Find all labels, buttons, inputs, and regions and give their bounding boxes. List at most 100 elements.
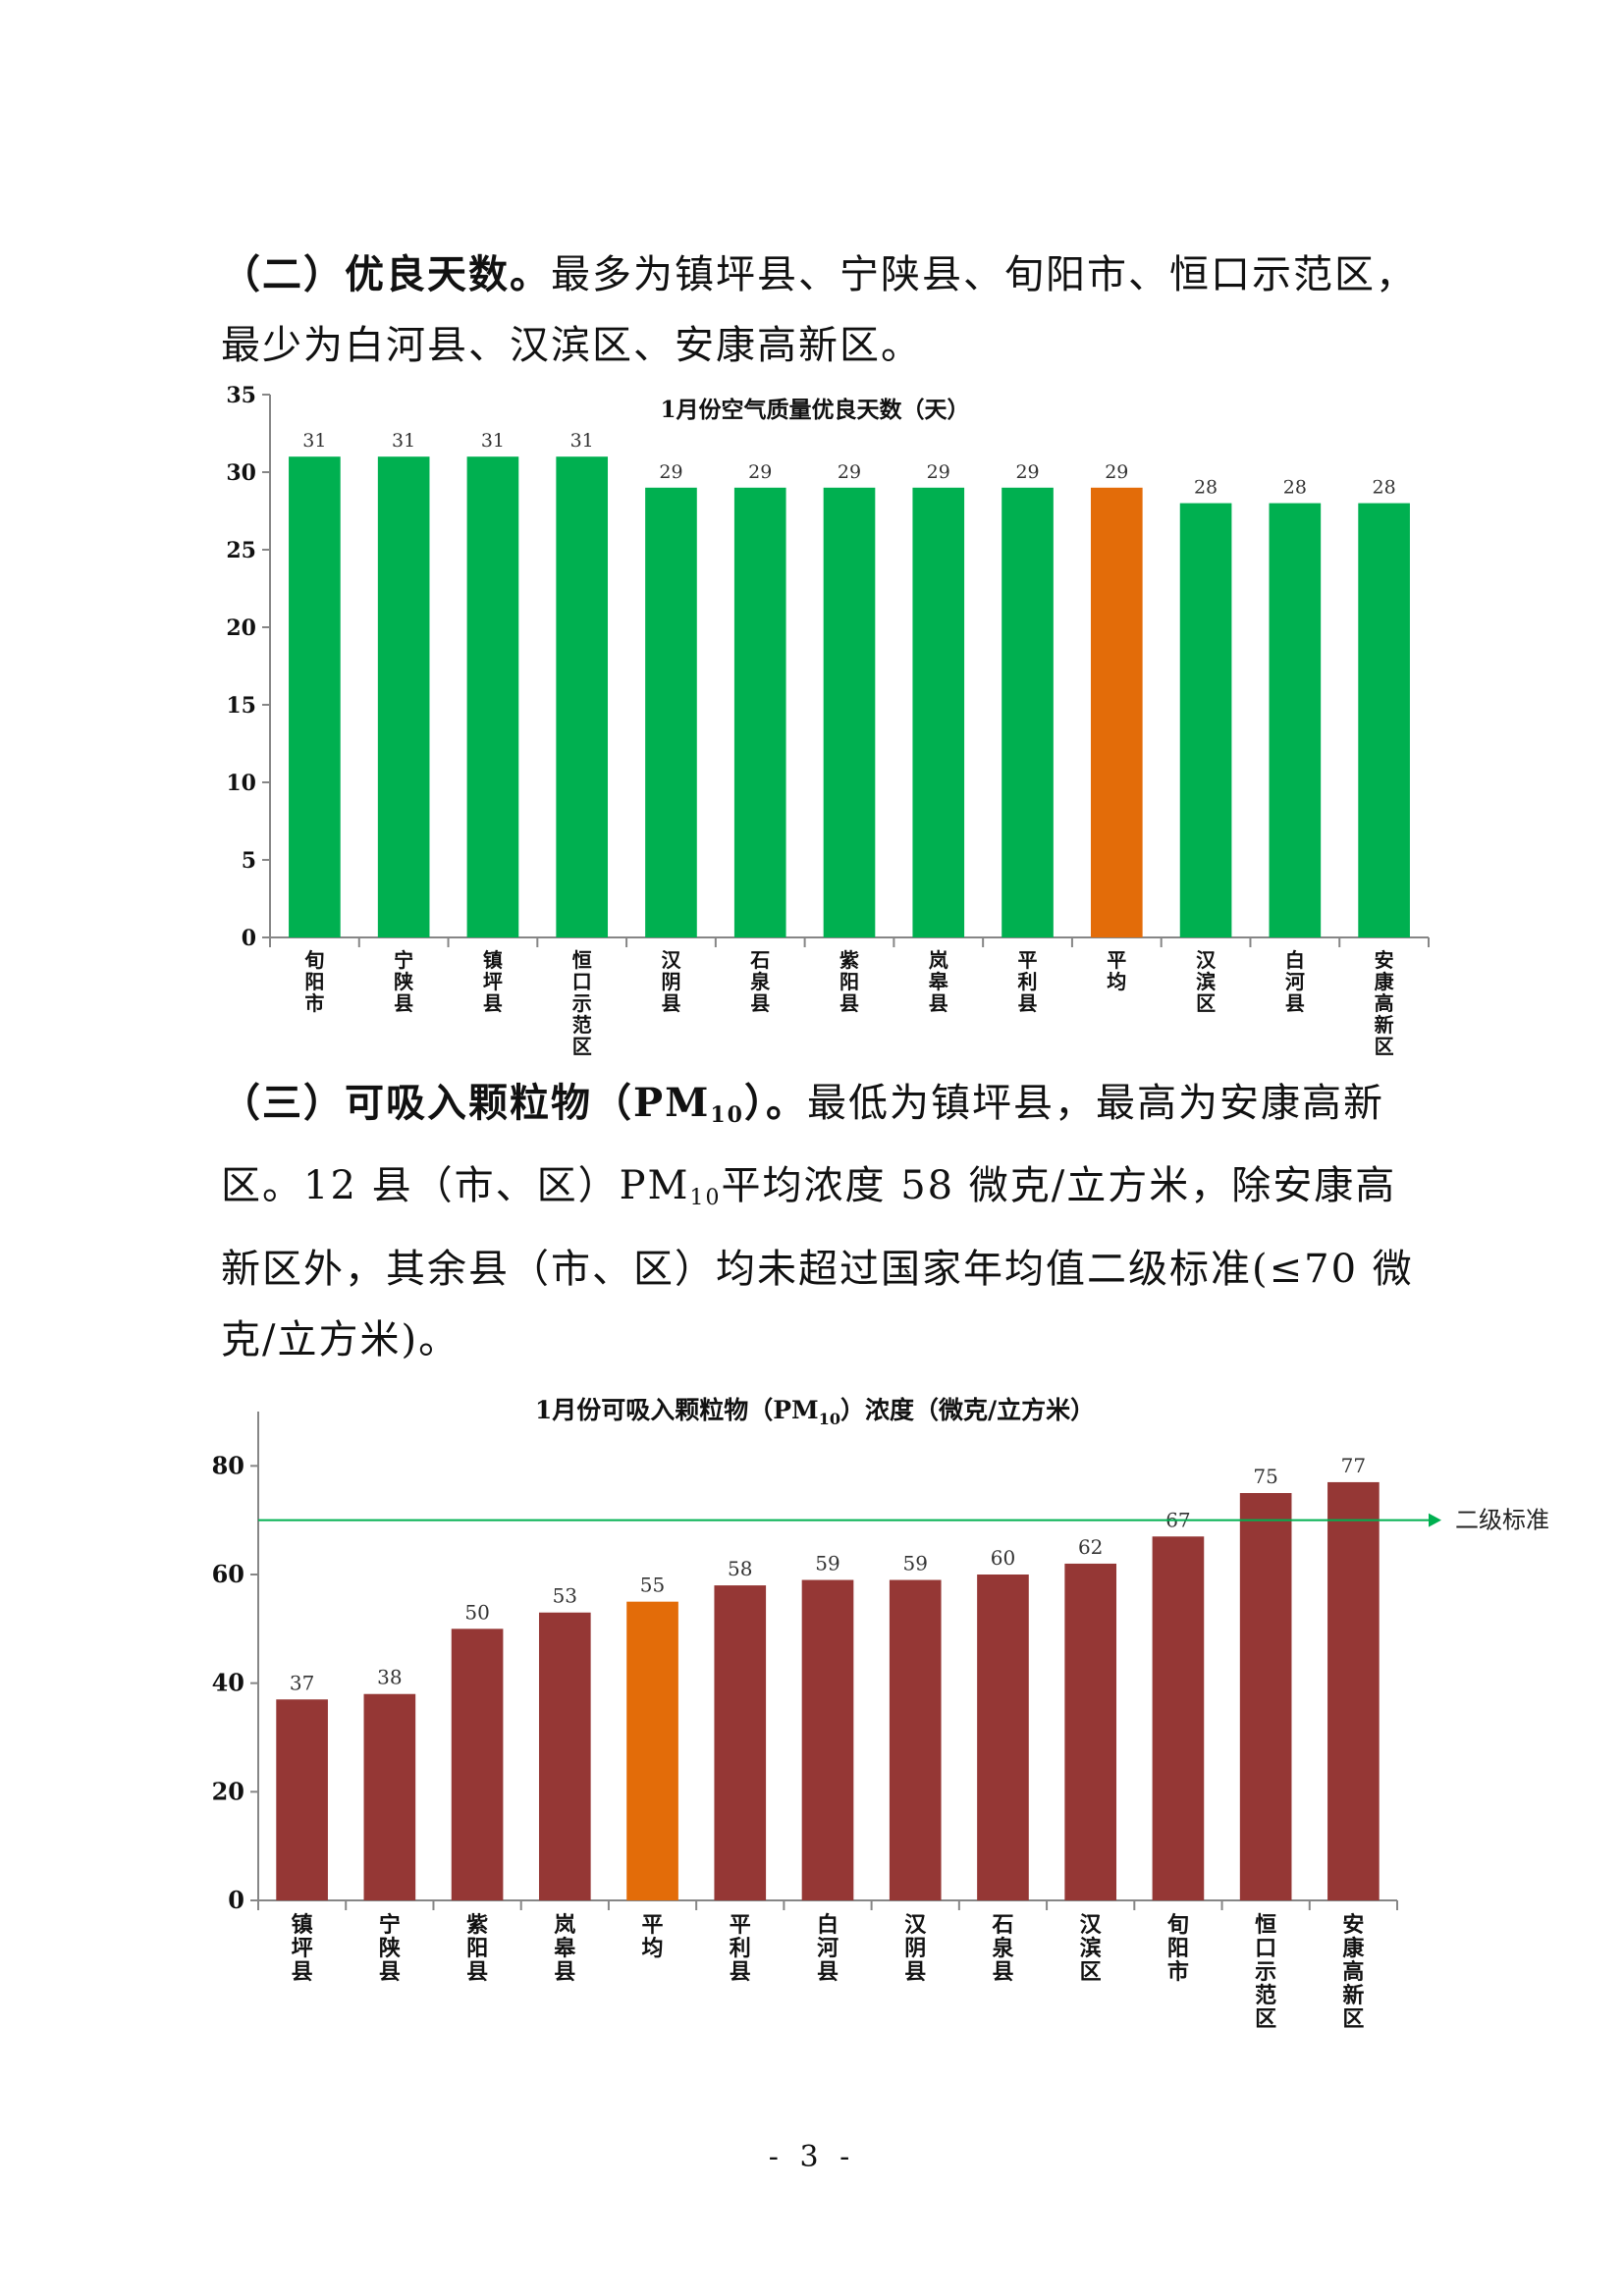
- y-tick-label: 35: [226, 383, 256, 408]
- y-tick-label: 0: [242, 926, 256, 951]
- data-label: 29: [838, 461, 861, 483]
- data-label: 28: [1283, 477, 1307, 499]
- x-tick-label: 紫阳县: [839, 948, 859, 1015]
- bar: [1327, 1481, 1380, 1900]
- section3-body: 最低为镇坪县，最高为安康高新区。12 县（市、区）PM10平均浓度 58 微克/…: [221, 1081, 1414, 1362]
- x-tick-label: 平利县: [730, 1912, 751, 1985]
- bar: [626, 1601, 678, 1900]
- good-days-chart: 0 5 10 15 20 25 30 35 31 旬阳市 31 宁陕县 31 镇坪县 31 恒口示范区 29 汉阴…: [226, 383, 1430, 1058]
- x-tick-label: 镇坪县: [292, 1912, 313, 1985]
- data-label: 31: [392, 430, 415, 452]
- x-tick-label: 汉阴县: [661, 948, 681, 1015]
- page-number: - 3 -: [768, 2140, 856, 2174]
- y-tick-label: 0: [228, 1886, 244, 1914]
- x-tick-label: 安康高新区: [1375, 948, 1395, 1058]
- data-label: 50: [464, 1600, 489, 1624]
- x-tick-label: 白河县: [817, 1912, 839, 1985]
- section3-heading: （三）可吸入颗粒物（PM10）。: [221, 1080, 807, 1128]
- x-tick-label: 汉滨区: [1196, 948, 1217, 1015]
- bar: [1269, 503, 1322, 937]
- data-label: 59: [815, 1552, 839, 1575]
- x-tick-label: 平均: [1107, 948, 1126, 993]
- data-label: 75: [1253, 1465, 1277, 1488]
- data-label: 53: [553, 1584, 577, 1608]
- bar: [1358, 503, 1410, 937]
- section3-paragraph: （三）可吸入颗粒物（PM10）。最低为镇坪县，最高为安康高新区。12 县（市、区…: [221, 1068, 1429, 1375]
- data-label: 29: [1015, 461, 1039, 483]
- chart-title: 1月份可吸入颗粒物（PM10）浓度（微克/立方米）: [535, 1396, 1095, 1428]
- x-tick-label: 汉阴县: [904, 1912, 927, 1985]
- bar: [1152, 1536, 1205, 1900]
- x-tick-label: 岚皋县: [929, 948, 949, 1015]
- y-tick-label: 5: [242, 848, 256, 874]
- data-label: 28: [1194, 477, 1218, 499]
- bar: [977, 1575, 1029, 1900]
- bar: [276, 1699, 328, 1900]
- section2-heading: （二）优良天数。: [221, 251, 551, 297]
- bar: [363, 1693, 416, 1900]
- bar: [1001, 487, 1054, 937]
- bar: [556, 456, 609, 937]
- y-tick-label: 30: [226, 460, 256, 486]
- x-tick-label: 宁陕县: [394, 948, 413, 1015]
- x-tick-label: 镇坪县: [483, 948, 503, 1015]
- data-label: 29: [659, 461, 682, 483]
- data-label: 38: [377, 1666, 402, 1689]
- y-tick-label: 20: [212, 1777, 244, 1805]
- bar: [733, 487, 786, 937]
- x-tick-label: 石泉县: [749, 948, 771, 1015]
- bar: [1239, 1493, 1292, 1900]
- data-label: 59: [903, 1552, 928, 1575]
- x-tick-label: 汉滨区: [1080, 1912, 1103, 1985]
- bar: [451, 1629, 504, 1900]
- x-tick-label: 恒口示范区: [572, 948, 592, 1058]
- bar: [823, 487, 876, 937]
- bar: [801, 1579, 854, 1900]
- data-label: 58: [728, 1557, 752, 1580]
- x-tick-label: 紫阳县: [466, 1912, 488, 1985]
- x-tick-label: 石泉县: [991, 1912, 1014, 1985]
- data-label: 28: [1373, 477, 1396, 499]
- bar: [1064, 1563, 1117, 1900]
- y-tick-label: 25: [226, 538, 256, 563]
- data-label: 55: [640, 1574, 665, 1597]
- bar: [538, 1612, 591, 1900]
- bar: [1179, 503, 1232, 937]
- x-tick-label: 宁陕县: [379, 1912, 401, 1985]
- y-tick-label: 20: [226, 615, 256, 641]
- reference-arrow: [1429, 1513, 1441, 1527]
- data-label: 31: [481, 430, 505, 452]
- y-tick-label: 10: [226, 771, 256, 796]
- bar: [889, 1579, 942, 1900]
- x-tick-label: 平利县: [1018, 948, 1038, 1015]
- x-tick-label: 白河县: [1285, 948, 1305, 1015]
- data-label: 77: [1341, 1454, 1366, 1477]
- x-tick-label: 旬阳市: [303, 948, 324, 1015]
- data-label: 37: [290, 1671, 314, 1694]
- bar: [912, 487, 965, 937]
- data-label: 29: [927, 461, 950, 483]
- bar: [714, 1585, 767, 1900]
- x-tick-label: 平均: [642, 1912, 664, 1961]
- bar: [289, 456, 341, 937]
- y-tick-label: 15: [226, 693, 256, 719]
- x-tick-label: 安康高新区: [1342, 1912, 1365, 2032]
- chart-title: 1月份空气质量优良天数（天）: [660, 397, 969, 423]
- section2-paragraph: （二）优良天数。最多为镇坪县、宁陕县、旬阳市、恒口示范区，最少为白河县、汉滨区、…: [221, 240, 1429, 381]
- x-tick-label: 岚皋县: [554, 1912, 576, 1985]
- bar: [466, 456, 519, 937]
- data-label: 29: [1105, 461, 1128, 483]
- data-label: 60: [991, 1546, 1015, 1570]
- reference-label: 二级标准: [1455, 1507, 1549, 1534]
- bar: [377, 456, 430, 937]
- data-label: 31: [570, 430, 594, 452]
- bar: [645, 487, 697, 937]
- section2-body: 最多为镇坪县、宁陕县、旬阳市、恒口示范区，最少为白河县、汉滨区、安康高新区。: [221, 252, 1417, 368]
- x-tick-label: 旬阳市: [1166, 1912, 1189, 1985]
- data-label: 31: [302, 430, 326, 452]
- y-tick-label: 60: [212, 1560, 244, 1588]
- data-label: 62: [1078, 1535, 1103, 1559]
- data-label: 29: [748, 461, 772, 483]
- y-tick-label: 40: [212, 1669, 244, 1697]
